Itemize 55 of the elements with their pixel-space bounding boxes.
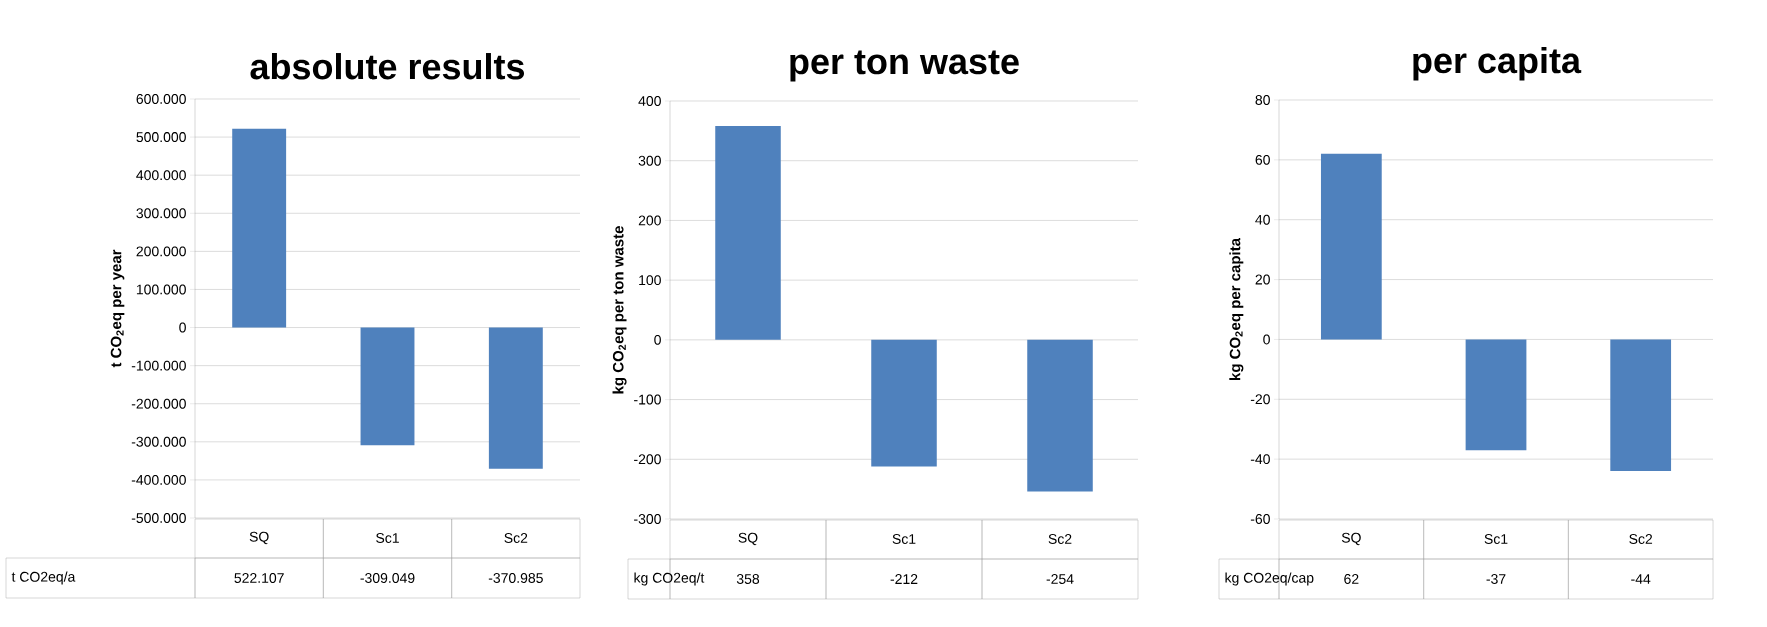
data-label: 358	[736, 574, 760, 584]
y-tick-label: 80	[1255, 95, 1270, 105]
x-tick-label: Sc2	[504, 533, 528, 543]
data-label: -309.049	[360, 573, 415, 583]
y-tick-label: 40	[1255, 214, 1270, 225]
y-tick-label: -20	[1250, 394, 1270, 405]
y-tick-label: 600.000	[136, 94, 186, 104]
text: kg CO2eq/cap	[1225, 572, 1314, 586]
y-tick-label: 0	[179, 322, 186, 333]
data-label: -44	[1631, 574, 1651, 584]
y-tick-label: -200.000	[131, 398, 186, 409]
y-axis-title: kg CO$_{2}$eq per ton waste	[612, 226, 627, 394]
y-tick-label: -100	[634, 394, 661, 405]
y-tick-label: -500.000	[131, 513, 186, 523]
x-tick-label: Sc2	[1629, 534, 1653, 544]
y-tick-label: 60	[1255, 154, 1270, 165]
x-tick-label: Sc1	[1484, 534, 1508, 544]
x-tick-label: SQ	[1341, 532, 1361, 546]
x-tick-label: SQ	[249, 531, 269, 545]
data-label: -370.985	[488, 573, 543, 583]
chart-title: absolute results	[250, 53, 525, 80]
text: kg CO2eq/t	[634, 572, 705, 586]
data-label: -212	[890, 574, 918, 584]
y-tick-label: 200	[638, 215, 661, 226]
y-tick-label: -100.000	[131, 360, 186, 371]
y-tick-label: 400.000	[136, 170, 186, 181]
y-axis-title: t CO$_{2}$eq per year	[110, 249, 125, 368]
y-tick-label: 400	[638, 96, 661, 106]
text: t CO2eq/a	[11, 571, 76, 585]
y-tick-label: -60	[1250, 514, 1270, 524]
data-label: 62	[1344, 574, 1359, 584]
data-label: -37	[1486, 574, 1506, 584]
y-tick-label: 300.000	[136, 208, 186, 219]
y-tick-label: 200.000	[136, 246, 186, 257]
y-tick-label: -400.000	[131, 474, 186, 485]
y-tick-label: -40	[1250, 454, 1270, 465]
y-tick-label: 0	[654, 334, 661, 345]
y-tick-label: 20	[1255, 274, 1270, 285]
y-tick-label: 100	[639, 275, 661, 286]
y-tick-label: 500.000	[136, 132, 186, 143]
y-tick-label: 100.000	[136, 284, 186, 295]
x-tick-label: Sc2	[1048, 534, 1072, 544]
x-tick-label: Sc1	[892, 534, 916, 544]
x-tick-label: SQ	[738, 532, 758, 546]
y-tick-label: -300	[634, 514, 661, 524]
y-tick-label: -300.000	[131, 436, 186, 447]
x-tick-label: Sc1	[376, 533, 399, 543]
y-axis-title: kg CO$_{2}$eq per capita	[1229, 237, 1244, 380]
chart-title: per capita	[1413, 46, 1582, 81]
y-tick-label: -200	[634, 454, 661, 465]
chart-title: per ton waste	[790, 50, 1019, 82]
data-label: -254	[1046, 574, 1074, 584]
data-label: 522.107	[234, 573, 284, 583]
y-tick-label: 0	[1263, 334, 1270, 345]
y-tick-label: 300	[638, 155, 661, 166]
